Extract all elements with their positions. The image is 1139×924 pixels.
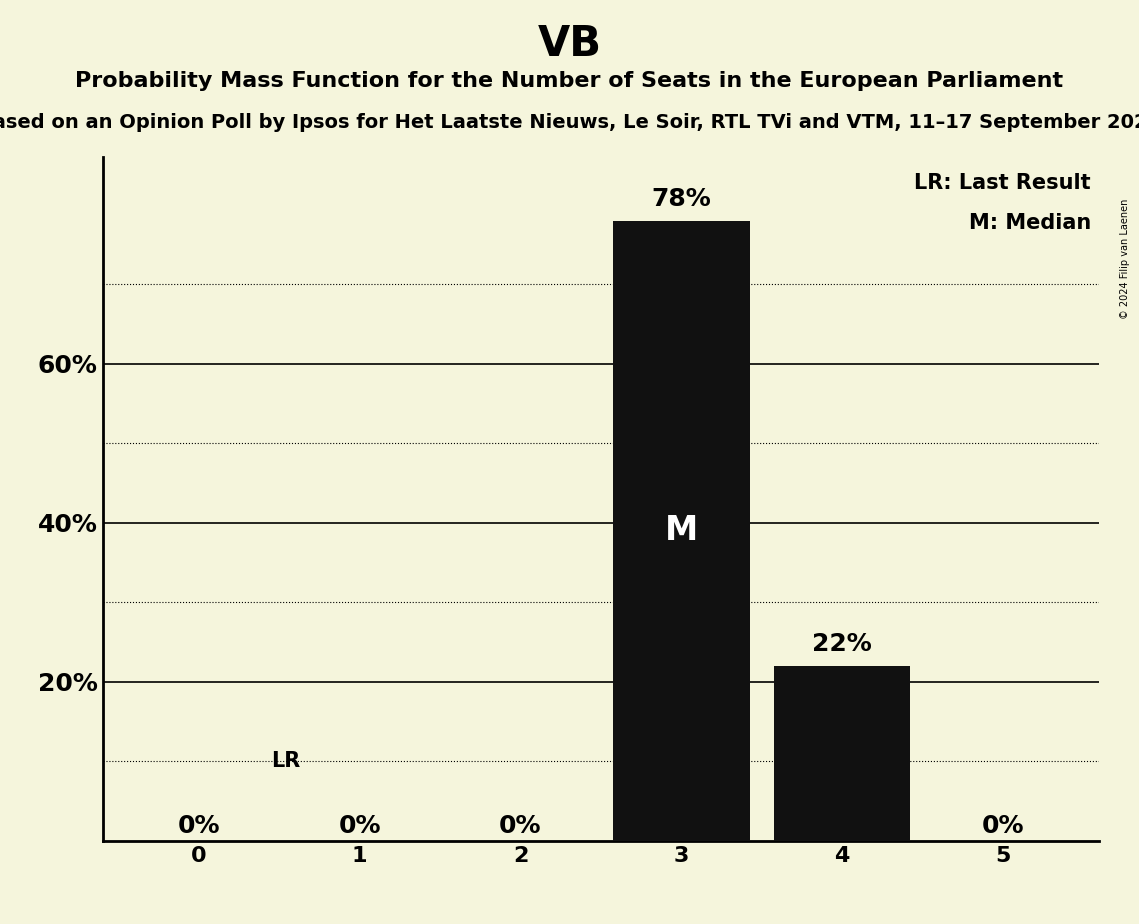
Text: VB: VB — [538, 23, 601, 65]
Text: © 2024 Filip van Laenen: © 2024 Filip van Laenen — [1121, 199, 1130, 319]
Text: M: Median: M: Median — [969, 213, 1091, 233]
Text: M: M — [664, 515, 698, 547]
Text: LR: Last Result: LR: Last Result — [915, 173, 1091, 193]
Bar — [773, 666, 910, 841]
Text: 0%: 0% — [982, 814, 1024, 838]
Text: 22%: 22% — [812, 632, 871, 656]
Text: 78%: 78% — [652, 188, 711, 212]
Text: LR: LR — [271, 751, 301, 772]
Text: Probability Mass Function for the Number of Seats in the European Parliament: Probability Mass Function for the Number… — [75, 71, 1064, 91]
Text: 0%: 0% — [499, 814, 542, 838]
Bar — [613, 221, 749, 841]
Text: 0%: 0% — [338, 814, 380, 838]
Text: 0%: 0% — [178, 814, 220, 838]
Text: Based on an Opinion Poll by Ipsos for Het Laatste Nieuws, Le Soir, RTL TVi and V: Based on an Opinion Poll by Ipsos for He… — [0, 113, 1139, 132]
